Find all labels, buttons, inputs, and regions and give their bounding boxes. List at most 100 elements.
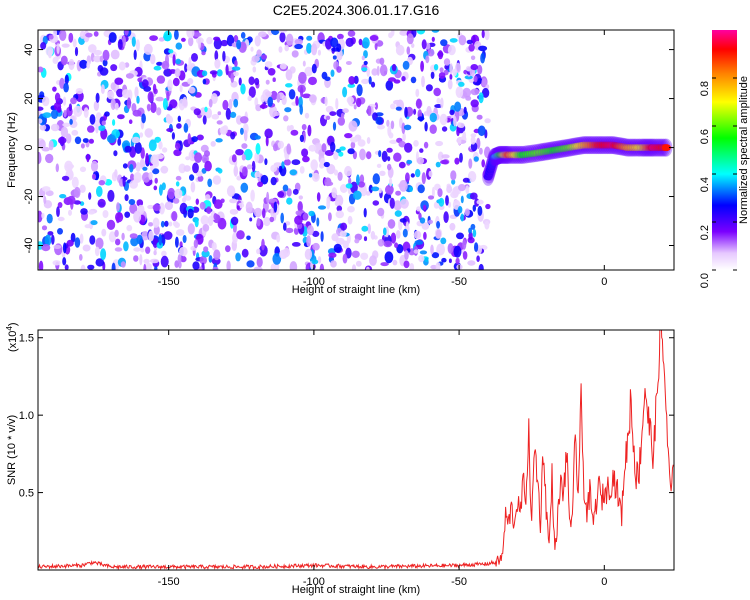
noise-blob (145, 263, 152, 270)
noise-blob (130, 173, 135, 182)
noise-blob (262, 208, 266, 219)
noise-blob (285, 69, 293, 81)
noise-blob (110, 82, 116, 91)
noise-blob (336, 66, 342, 73)
noise-blob (437, 188, 443, 198)
noise-blob (379, 57, 385, 65)
noise-blob (147, 104, 151, 112)
noise-blob (210, 141, 216, 147)
noise-blob (152, 168, 160, 175)
noise-blob (302, 212, 309, 221)
noise-blob (484, 30, 490, 41)
noise-blob (106, 219, 116, 230)
noise-blob (219, 126, 228, 135)
noise-blob (387, 156, 391, 162)
noise-blob (229, 209, 235, 215)
noise-blob (180, 255, 187, 263)
noise-blob (472, 229, 477, 238)
noise-blob (230, 72, 235, 83)
noise-blob (54, 92, 61, 102)
noise-blob (122, 89, 130, 99)
noise-blob (194, 218, 199, 228)
noise-blob (52, 260, 61, 266)
noise-blob (214, 50, 219, 61)
noise-blob (369, 255, 377, 266)
noise-blob (256, 49, 262, 58)
snr-series-line (38, 330, 674, 570)
noise-blob (175, 58, 181, 65)
noise-blob (53, 244, 62, 249)
noise-blob (66, 239, 74, 247)
noise-blob (478, 263, 484, 270)
noise-blob (74, 46, 79, 57)
noise-blob (47, 231, 54, 236)
snr-panel: -150 -100 -50 0 0.5 1.0 1.5 Height of straigh… (5, 322, 675, 596)
noise-blob (445, 195, 449, 206)
noise-blob (458, 184, 466, 192)
noise-blob (133, 210, 142, 223)
noise-blob (93, 55, 102, 63)
noise-blob (122, 175, 126, 188)
noise-blob (311, 259, 319, 265)
noise-blob (85, 32, 93, 38)
noise-blob (172, 198, 180, 204)
noise-blob (129, 203, 138, 214)
noise-blob (107, 189, 115, 202)
noise-blob (174, 188, 183, 199)
noise-blob (446, 185, 453, 194)
noise-blob (70, 97, 77, 105)
noise-blob (171, 211, 178, 222)
noise-blob (431, 186, 435, 199)
noise-blob (121, 232, 125, 241)
noise-blob (452, 68, 457, 77)
noise-blob (230, 111, 237, 118)
noise-blob (236, 39, 242, 50)
noise-blob (230, 131, 236, 140)
noise-blob (234, 60, 238, 67)
noise-blob (431, 252, 440, 259)
noise-blob (424, 257, 429, 263)
noise-blob (403, 124, 412, 131)
noise-blob (173, 149, 182, 157)
noise-blob (213, 249, 221, 261)
noise-blob (312, 230, 320, 237)
noise-blob (371, 68, 379, 76)
noise-blob (83, 107, 89, 118)
noise-blob (310, 159, 319, 171)
spectrogram-x-ticks: -150 -100 -50 0 (158, 30, 607, 288)
noise-blob (368, 76, 372, 85)
noise-blob (220, 198, 225, 204)
noise-blob (433, 201, 440, 209)
noise-blob (302, 60, 306, 67)
noise-blob (481, 30, 485, 39)
noise-blob (366, 266, 370, 270)
noise-blob (156, 61, 163, 66)
noise-blob (59, 77, 65, 89)
noise-blob (215, 138, 223, 143)
noise-blob (67, 195, 76, 205)
noise-blob (449, 109, 455, 116)
noise-blob (281, 161, 285, 169)
noise-blob (68, 32, 74, 43)
noise-blob (388, 132, 394, 139)
chart-title: C2E5.2024.306.01.17.G16 (273, 2, 440, 18)
noise-blob (272, 253, 282, 265)
noise-blob (355, 260, 362, 267)
noise-blob (114, 247, 123, 252)
noise-blob (243, 129, 248, 142)
colorbar-label: Normalized spectral amplitude (738, 76, 750, 224)
noise-blob (201, 70, 208, 77)
noise-blob (90, 160, 99, 172)
noise-blob (95, 237, 104, 250)
spectrogram-frame (37, 29, 675, 271)
noise-blob (253, 266, 263, 270)
noise-blob (370, 81, 376, 88)
noise-blob (167, 79, 173, 92)
noise-blob (415, 98, 422, 109)
noise-blob (294, 43, 303, 50)
noise-blob (153, 185, 158, 191)
noise-blob (254, 152, 260, 163)
noise-blob (316, 192, 321, 202)
noise-blob (57, 216, 65, 222)
noise-blob (108, 32, 117, 43)
